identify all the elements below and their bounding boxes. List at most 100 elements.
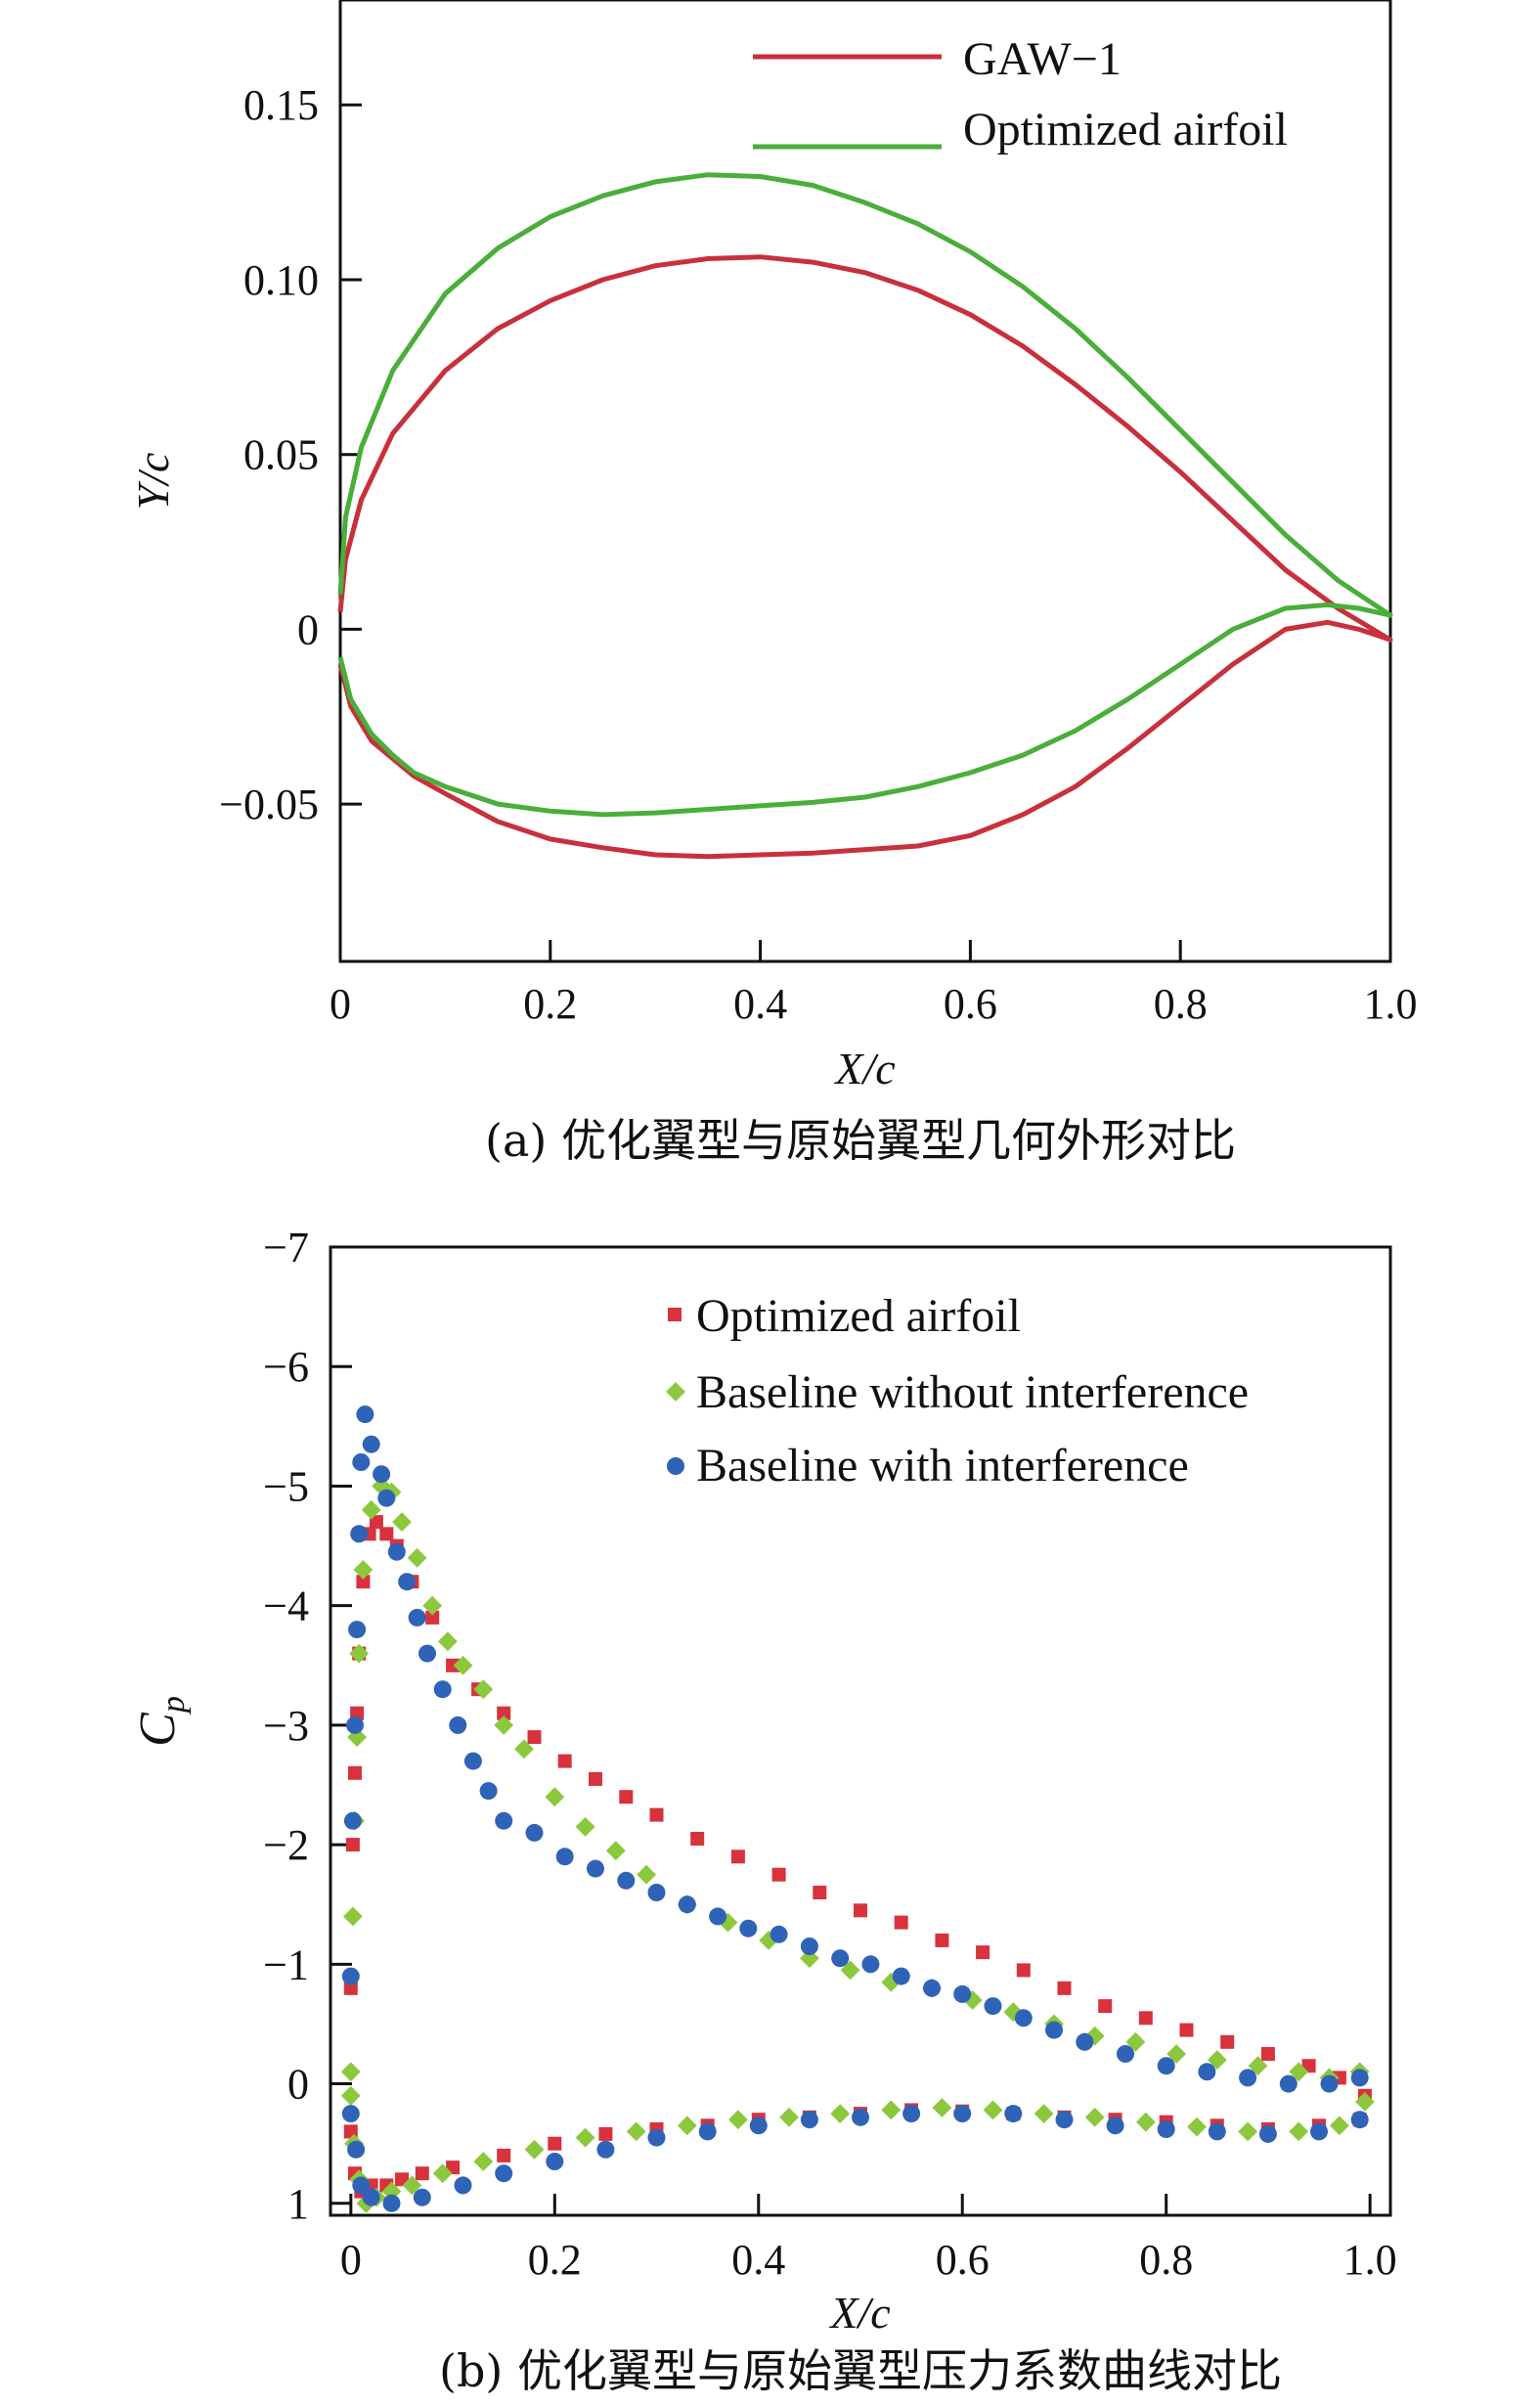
point-baseline-interf (1239, 2069, 1257, 2087)
point-baseline-no-interf (343, 1906, 363, 1927)
point-baseline-no-interf (677, 2116, 697, 2136)
point-baseline-no-interf (1125, 2031, 1146, 2052)
point-baseline-interf (1350, 2111, 1369, 2129)
point-baseline-no-interf (438, 1631, 458, 1652)
x-tick-label: 0.4 (733, 980, 787, 1028)
point-baseline-interf (892, 1967, 910, 1985)
point-baseline-interf (587, 1859, 604, 1878)
y-tick-label: −1 (263, 1940, 309, 1988)
x-tick-label: 0.8 (1139, 2236, 1193, 2284)
point-baseline-no-interf (392, 1512, 412, 1532)
point-optimized (935, 1933, 949, 1947)
point-baseline-no-interf (349, 1643, 370, 1664)
point-baseline-interf (1320, 2074, 1339, 2093)
point-baseline-no-interf (473, 1679, 494, 1700)
point-optimized (348, 1765, 362, 1780)
point-baseline-no-interf (840, 1960, 860, 1981)
point-baseline-interf (347, 2140, 366, 2159)
y-tick-label: −3 (263, 1702, 309, 1750)
point-baseline-no-interf (494, 1715, 514, 1735)
point-optimized (497, 2148, 511, 2162)
point-optimized (1098, 1999, 1113, 2014)
y-tick-label: 1 (287, 2180, 309, 2228)
x-tick-label: 1.0 (1343, 2236, 1397, 2284)
point-baseline-interf (647, 1884, 666, 1901)
y-tick-label: −2 (263, 1821, 309, 1869)
point-baseline-interf (463, 1752, 482, 1770)
point-baseline-no-interf (353, 1560, 374, 1580)
point-baseline-no-interf (340, 2062, 361, 2082)
point-baseline-no-interf (1084, 2107, 1105, 2127)
chart-b-x-axis: 0 0.2 0.4 0.6 0.8 1.0 (340, 2194, 1397, 2284)
point-baseline-interf (341, 1967, 360, 1985)
point-optimized (976, 1945, 990, 1960)
chart-b-series (340, 1405, 1375, 2213)
point-baseline-no-interf (402, 2175, 422, 2196)
chart-b-legend: Optimized airfoil Baseline without inter… (666, 1290, 1249, 1492)
y-tick-label: 0.10 (243, 256, 319, 304)
point-optimized (557, 1754, 572, 1768)
point-baseline-no-interf (881, 2100, 902, 2120)
y-tick-label: 0.05 (243, 431, 319, 479)
point-baseline-interf (352, 1453, 371, 1471)
point-baseline-no-interf (575, 2127, 595, 2148)
point-baseline-interf (398, 1573, 417, 1591)
y-tick-label: −7 (263, 1224, 309, 1271)
point-baseline-interf (346, 1715, 364, 1734)
point-baseline-no-interf (1207, 2050, 1227, 2070)
point-baseline-no-interf (1166, 2044, 1186, 2064)
point-baseline-no-interf (637, 1864, 656, 1885)
point-baseline-no-interf (983, 2100, 1003, 2120)
point-baseline-no-interf (1135, 2112, 1156, 2132)
x-tick-label: 0 (340, 2236, 362, 2284)
legend-optimized-marker (668, 1308, 682, 1321)
y-tick-label: −0.05 (219, 780, 319, 828)
point-optimized (343, 1981, 358, 1995)
x-tick-label: 0.2 (528, 2236, 582, 2284)
point-baseline-interf (449, 1715, 467, 1734)
point-baseline-interf (373, 1465, 391, 1484)
point-baseline-no-interf (432, 2163, 453, 2184)
point-optimized (894, 1915, 908, 1930)
point-baseline-interf (555, 1848, 574, 1866)
chart-b: 0 0.2 0.4 0.6 0.8 1.0 10−1−2−3−4−5−6−7 Optimi… (130, 1224, 1397, 2397)
point-baseline-interf (923, 1979, 941, 1997)
point-optimized (771, 1867, 786, 1882)
y-tick-label: 0.15 (243, 81, 319, 129)
x-tick-label: 0.2 (523, 980, 577, 1028)
y-tick-label: −4 (263, 1582, 309, 1630)
legend-baseline-interf-marker (667, 1457, 684, 1475)
point-baseline-interf (454, 2176, 472, 2195)
point-baseline-interf (647, 2128, 666, 2147)
point-baseline-interf (495, 2164, 513, 2183)
point-baseline-no-interf (1289, 2121, 1309, 2142)
point-baseline-no-interf (1355, 2092, 1375, 2112)
point-baseline-interf (861, 1955, 880, 1974)
chart-b-xlabel: X/c (828, 2288, 890, 2338)
point-optimized (854, 1903, 867, 1918)
point-baseline-interf (1157, 2120, 1175, 2138)
series-gaw1-line (337, 254, 1393, 860)
legend-optimized-label: Optimized airfoil (696, 1290, 1021, 1342)
point-baseline-no-interf (1238, 2121, 1257, 2142)
point-optimized (356, 1575, 371, 1589)
point-optimized (446, 1658, 461, 1672)
point-baseline-no-interf (545, 1787, 565, 1807)
legend-optimized-label: Optimized airfoil (963, 104, 1288, 156)
point-baseline-interf (1045, 2021, 1063, 2039)
point-baseline-interf (852, 2108, 869, 2126)
legend-baseline-no-interf-marker (666, 1382, 685, 1402)
point-baseline-interf (953, 1984, 972, 2003)
point-optimized (1016, 1963, 1031, 1978)
x-tick-label: 0.4 (731, 2236, 785, 2284)
point-baseline-no-interf (1330, 2116, 1349, 2136)
chart-a-caption: (a) 优化翼型与原始翼型几何外形对比 (485, 1114, 1236, 1167)
point-optimized (379, 1527, 394, 1541)
point-baseline-interf (1258, 2124, 1277, 2143)
point-baseline-no-interf (1034, 2104, 1054, 2123)
point-baseline-interf (348, 1621, 367, 1639)
x-tick-label: 1.0 (1364, 980, 1418, 1028)
chart-a-xlabel: X/c (833, 1044, 895, 1093)
point-optimized (1057, 1981, 1072, 1995)
